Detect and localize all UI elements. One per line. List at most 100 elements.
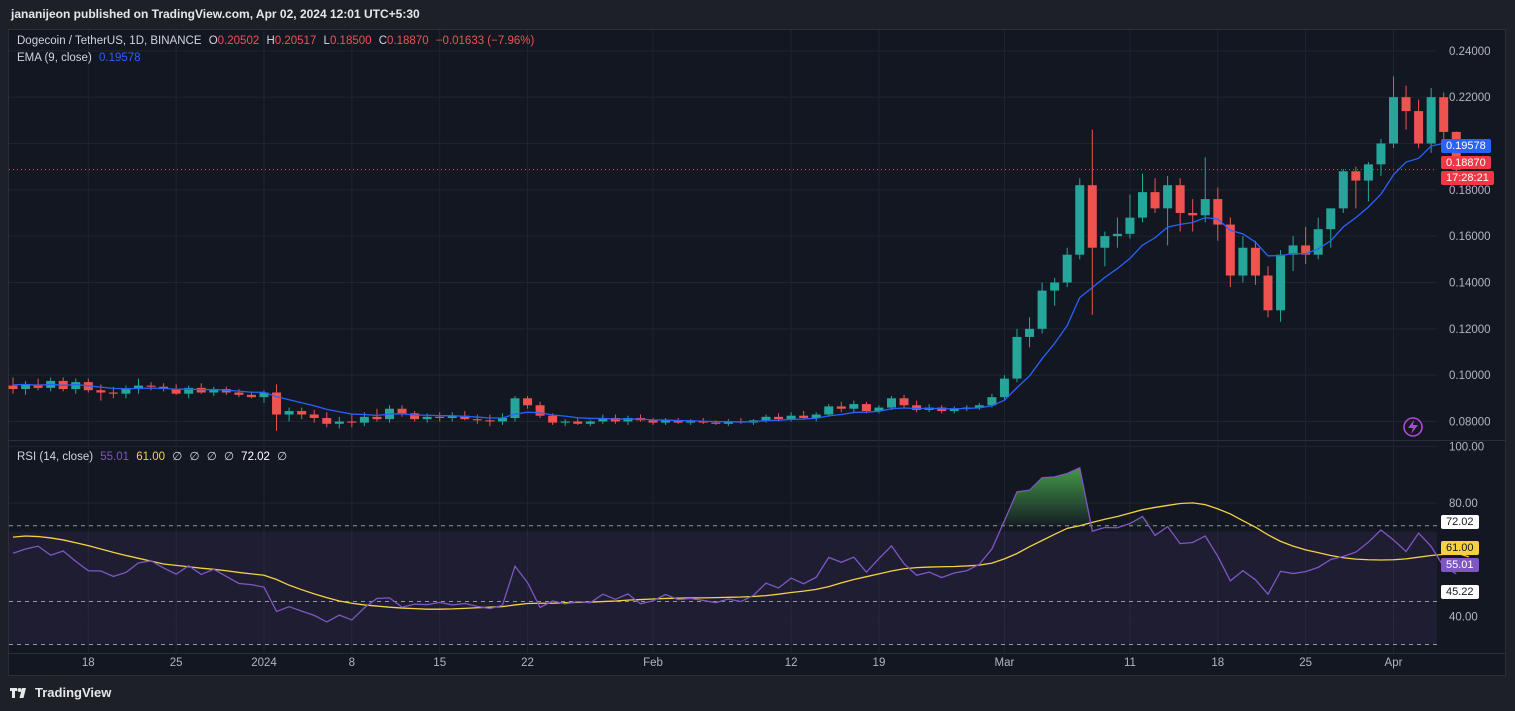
rsi-axis-label-1: 80.00 xyxy=(1449,498,1478,510)
candle xyxy=(472,414,482,424)
candle xyxy=(159,383,169,392)
candle-body xyxy=(510,398,520,418)
candle xyxy=(121,385,131,399)
price-axis-label-1: 0.22000 xyxy=(1449,92,1491,104)
candle-body xyxy=(1414,111,1424,144)
candle xyxy=(21,380,31,395)
candle xyxy=(1012,328,1022,383)
time-axis-label-10: 11 xyxy=(1124,657,1136,669)
candle xyxy=(1138,173,1147,223)
candle-body xyxy=(560,421,570,423)
ema-value: 0.19578 xyxy=(98,52,141,64)
candle xyxy=(573,417,583,425)
candle-body xyxy=(121,389,131,394)
candle-body xyxy=(272,392,282,415)
candle xyxy=(861,401,871,414)
price-axis-label-3: 0.18000 xyxy=(1449,185,1491,197)
candle xyxy=(1200,157,1210,223)
candle-body xyxy=(698,421,708,423)
candle xyxy=(648,417,658,425)
candle-body xyxy=(585,421,595,424)
candle xyxy=(322,412,332,428)
candle-body xyxy=(761,416,771,421)
candle-body xyxy=(1150,192,1160,209)
rsi-axis-label-0: 100.00 xyxy=(1449,442,1484,454)
candle-body xyxy=(1313,229,1323,255)
candle xyxy=(1100,231,1110,267)
time-axis-label-2: 2024 xyxy=(251,657,277,669)
candle-body xyxy=(397,408,407,414)
candle-body xyxy=(1050,282,1060,291)
candle-body xyxy=(723,421,733,424)
candle xyxy=(523,395,533,409)
candle xyxy=(1414,99,1424,149)
candle-body xyxy=(259,392,269,398)
footer-brand[interactable]: TradingView xyxy=(10,685,111,700)
candle xyxy=(497,413,507,425)
candle xyxy=(1313,217,1323,260)
lightning-icon[interactable] xyxy=(1403,417,1423,437)
candle xyxy=(623,415,633,425)
candle-body xyxy=(661,420,671,423)
candle xyxy=(736,417,746,424)
candle-body xyxy=(598,417,608,422)
candle xyxy=(899,394,909,408)
candle-body xyxy=(146,385,156,387)
candle-body xyxy=(234,392,244,395)
rsi-label[interactable]: RSI (14, close) xyxy=(17,451,94,463)
candle-body xyxy=(21,384,31,390)
price-axis-label-5: 0.14000 xyxy=(1449,277,1491,289)
candle-body xyxy=(1037,290,1047,329)
candle xyxy=(1326,208,1336,248)
candle-body xyxy=(1250,247,1260,276)
rsi-extra-2: ∅ xyxy=(189,451,200,463)
candle xyxy=(234,389,244,398)
ema-price-tag: 0.19578 xyxy=(1441,139,1491,153)
candle xyxy=(1062,247,1072,288)
candle xyxy=(272,384,282,431)
candle-body xyxy=(774,416,784,420)
candle xyxy=(974,402,984,410)
ema-label[interactable]: EMA (9, close) xyxy=(17,52,92,64)
time-axis-label-7: 12 xyxy=(785,657,798,669)
candle xyxy=(460,411,470,421)
candle-body xyxy=(1213,199,1223,225)
time-axis-label-8: 19 xyxy=(873,657,886,669)
candle xyxy=(887,395,896,410)
candle-body xyxy=(686,421,696,423)
candle xyxy=(1250,240,1260,285)
candle xyxy=(811,412,821,422)
legend-open: 0.20502 xyxy=(217,35,260,47)
price-axis-label-6: 0.12000 xyxy=(1449,324,1491,336)
candle xyxy=(196,383,206,394)
last-price-tag: 0.18870 xyxy=(1441,156,1491,169)
time-axis-label-11: 18 xyxy=(1211,657,1224,669)
candle-body xyxy=(1188,212,1198,216)
candle-body xyxy=(861,404,871,412)
candle-body xyxy=(8,385,18,390)
candle-body xyxy=(1087,185,1097,248)
time-axis-label-1: 25 xyxy=(170,657,183,669)
candle-body xyxy=(134,385,143,390)
candle-body xyxy=(435,416,445,418)
chart-panel[interactable] xyxy=(8,29,1506,676)
candle xyxy=(510,395,520,422)
candle xyxy=(397,405,407,417)
candle-body xyxy=(899,398,909,406)
candle-body xyxy=(1338,171,1348,209)
candle-body xyxy=(1125,217,1135,234)
candle-body xyxy=(786,415,796,420)
candle-body xyxy=(1326,208,1336,230)
candle-body xyxy=(1363,164,1373,181)
rsi-band-background xyxy=(9,531,1437,645)
candle xyxy=(585,420,595,427)
time-axis-label-9: Mar xyxy=(995,657,1015,669)
candle-body xyxy=(1276,254,1286,311)
legend-close: 0.18870 xyxy=(387,35,429,47)
legend-change: −0.01633 (−7.96%) xyxy=(435,35,535,47)
legend-symbol[interactable]: Dogecoin / TetherUS, 1D, BINANCE xyxy=(17,35,202,47)
countdown-tag: 17:28:21 xyxy=(1441,171,1494,185)
candle-body xyxy=(96,390,106,393)
candle-body xyxy=(171,389,181,394)
